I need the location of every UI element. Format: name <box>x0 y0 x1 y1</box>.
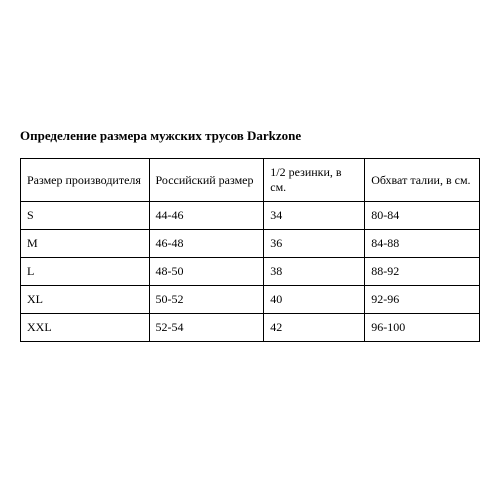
cell-elastic: 40 <box>264 286 365 314</box>
cell-mfr-size: XL <box>21 286 150 314</box>
size-chart-container: Определение размера мужских трусов Darkz… <box>20 128 480 342</box>
table-row: XL 50-52 40 92-96 <box>21 286 480 314</box>
cell-elastic: 42 <box>264 314 365 342</box>
cell-waist: 88-92 <box>365 258 480 286</box>
cell-ru-size: 44-46 <box>149 202 264 230</box>
table-header-row: Размер производителя Российский размер 1… <box>21 159 480 202</box>
cell-waist: 84-88 <box>365 230 480 258</box>
cell-elastic: 38 <box>264 258 365 286</box>
cell-mfr-size: M <box>21 230 150 258</box>
column-header: Российский размер <box>149 159 264 202</box>
cell-mfr-size: XXL <box>21 314 150 342</box>
cell-mfr-size: S <box>21 202 150 230</box>
column-header: Размер производителя <box>21 159 150 202</box>
cell-mfr-size: L <box>21 258 150 286</box>
table-row: XXL 52-54 42 96-100 <box>21 314 480 342</box>
table-row: L 48-50 38 88-92 <box>21 258 480 286</box>
cell-elastic: 36 <box>264 230 365 258</box>
cell-ru-size: 46-48 <box>149 230 264 258</box>
table-row: S 44-46 34 80-84 <box>21 202 480 230</box>
page-title: Определение размера мужских трусов Darkz… <box>20 128 480 144</box>
cell-ru-size: 50-52 <box>149 286 264 314</box>
cell-ru-size: 48-50 <box>149 258 264 286</box>
column-header: Обхват талии, в см. <box>365 159 480 202</box>
size-table: Размер производителя Российский размер 1… <box>20 158 480 342</box>
cell-waist: 80-84 <box>365 202 480 230</box>
cell-waist: 96-100 <box>365 314 480 342</box>
cell-elastic: 34 <box>264 202 365 230</box>
table-row: M 46-48 36 84-88 <box>21 230 480 258</box>
cell-waist: 92-96 <box>365 286 480 314</box>
cell-ru-size: 52-54 <box>149 314 264 342</box>
column-header: 1/2 резинки, в см. <box>264 159 365 202</box>
